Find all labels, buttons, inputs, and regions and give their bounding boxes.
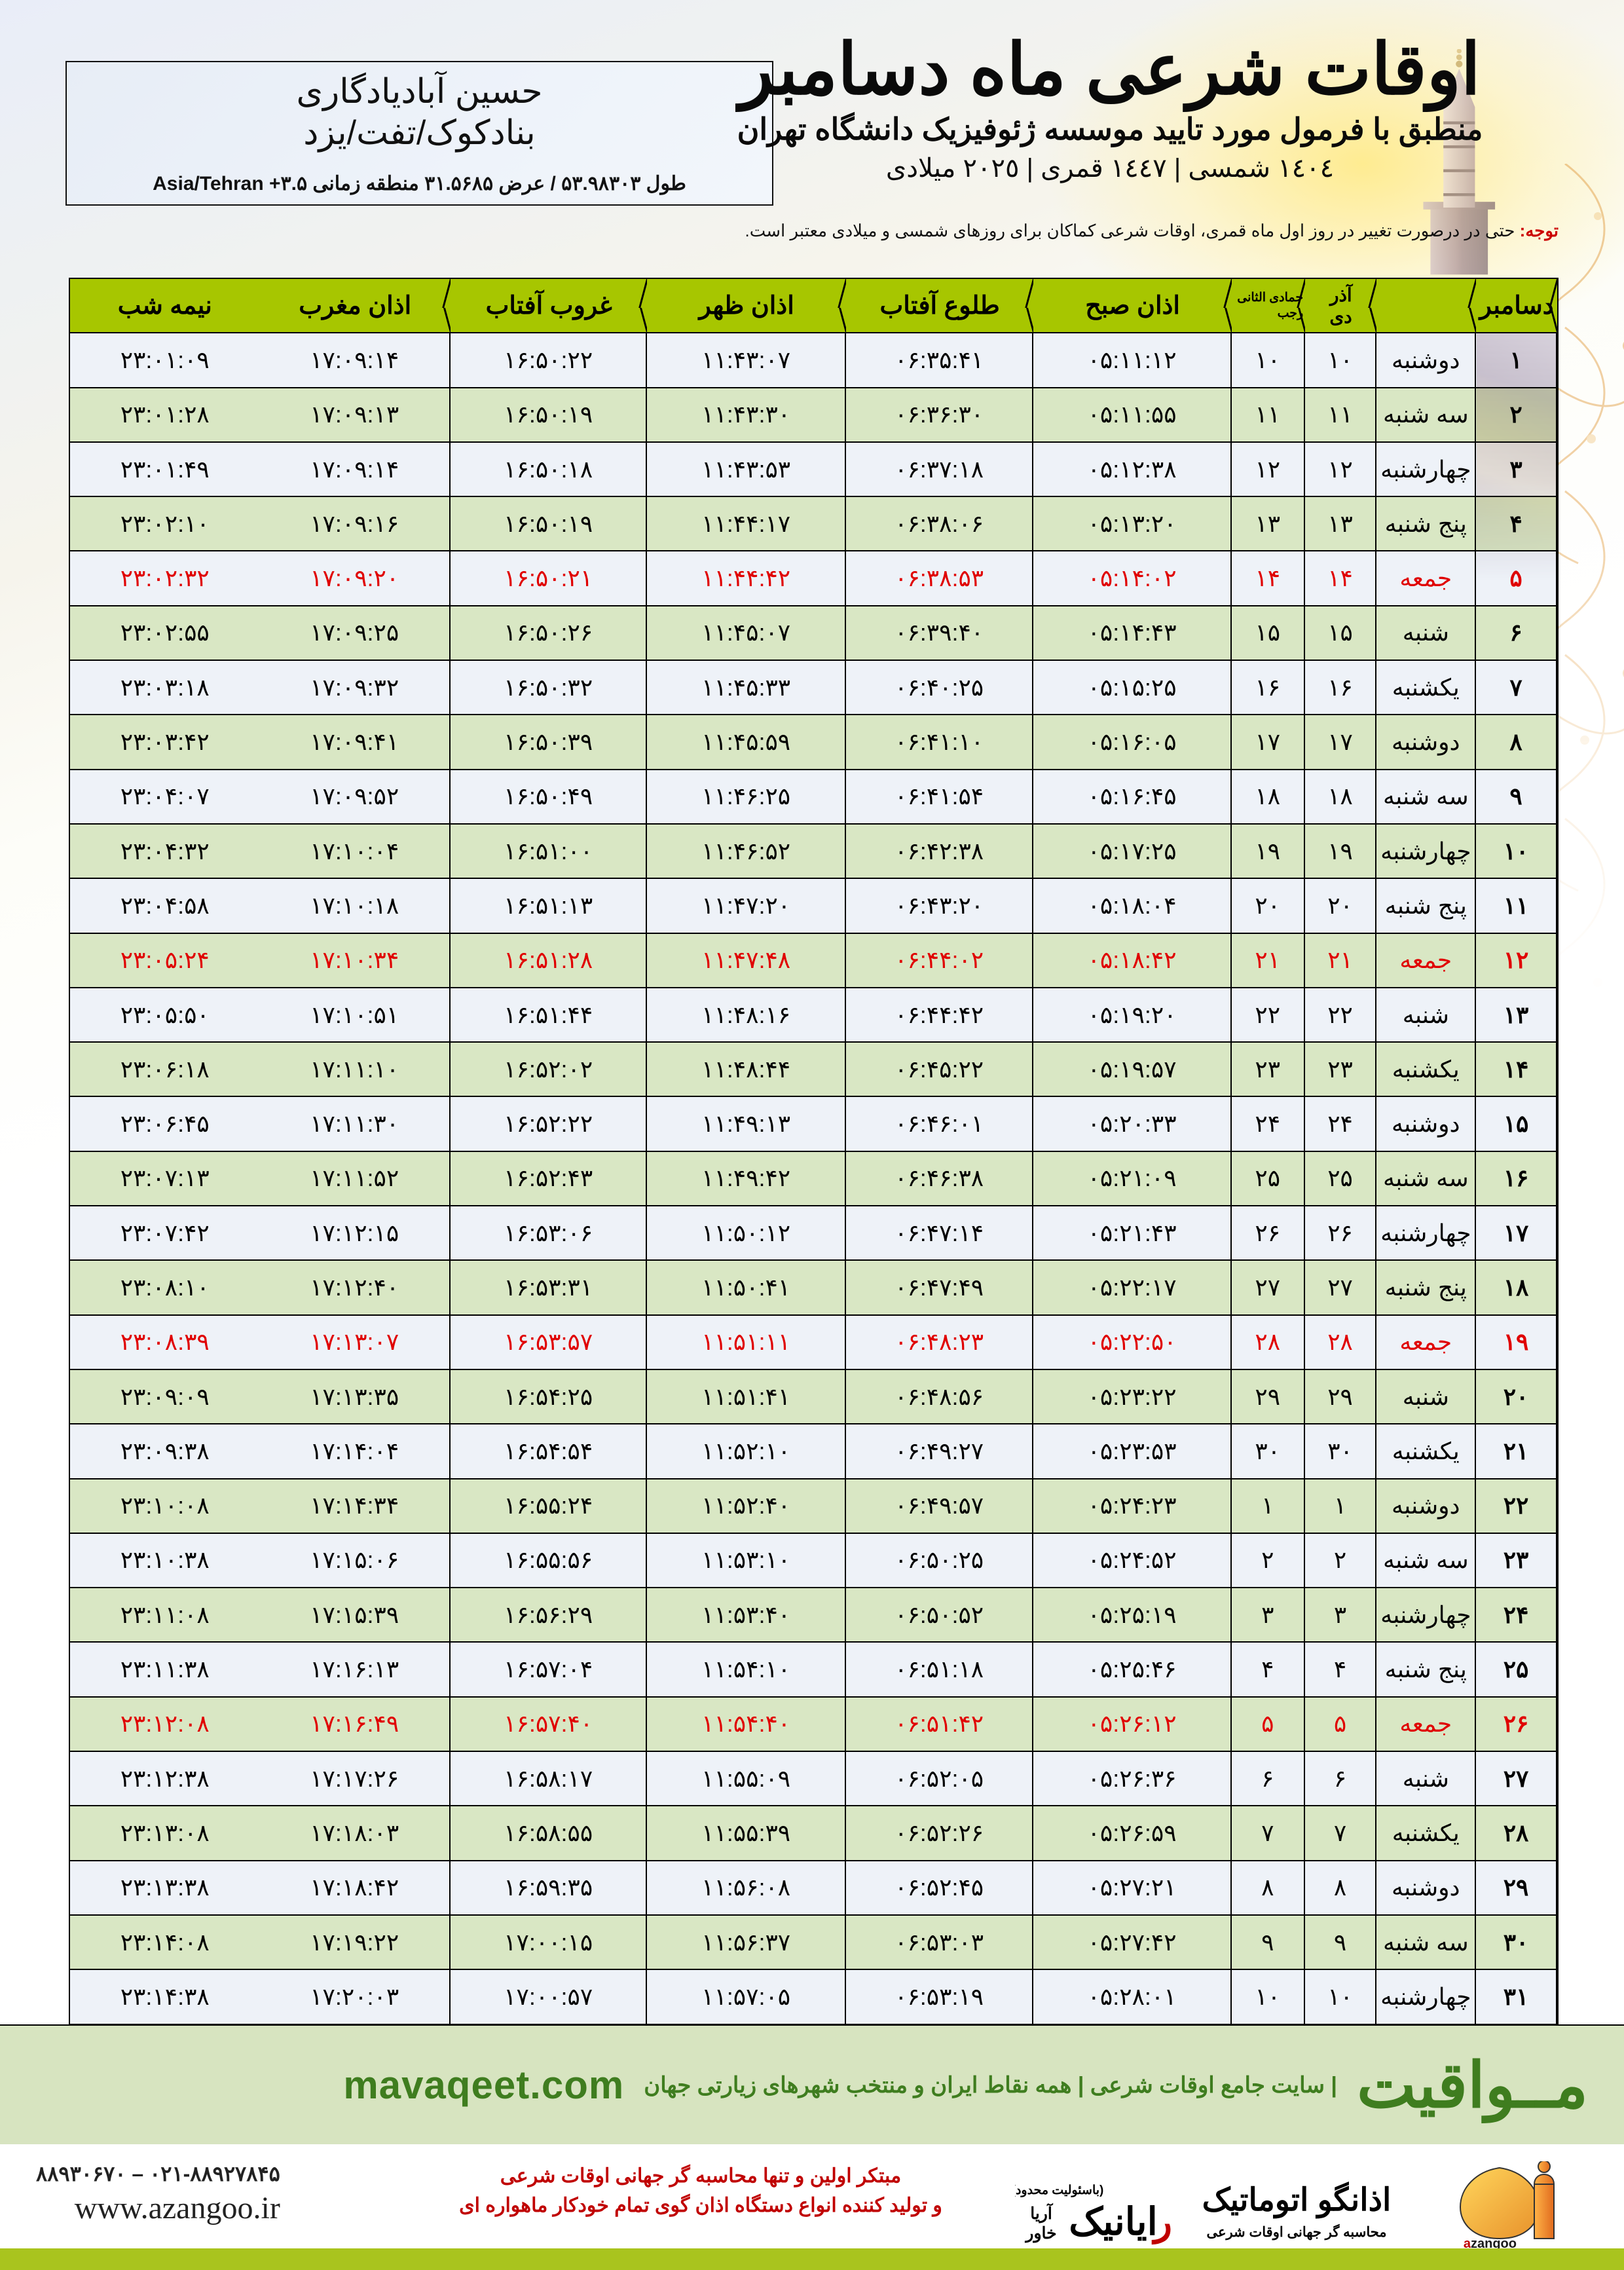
svg-text:اذانگو اتوماتیک: اذانگو اتوماتیک <box>1202 2181 1392 2219</box>
svg-text:(باسئولیت محدود): (باسئولیت محدود) <box>1015 2184 1103 2197</box>
svg-text:ایانیک: ایانیک <box>1069 2201 1157 2243</box>
svg-text:محاسبه گر جهانی اوقات شرعی: محاسبه گر جهانی اوقات شرعی <box>1206 2223 1386 2241</box>
svg-text:ر: ر <box>1151 2201 1172 2245</box>
svg-text:خاور: خاور <box>1024 2224 1056 2243</box>
svg-text:آریا: آریا <box>1030 2203 1054 2223</box>
